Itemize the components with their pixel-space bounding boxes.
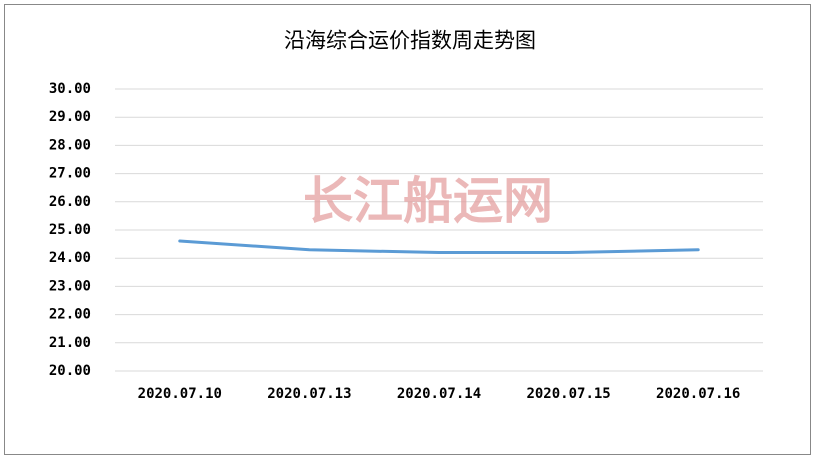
watermark: 长江船运网 [303, 171, 553, 230]
y-tick-label: 26.00 [49, 194, 91, 210]
y-tick-label: 29.00 [49, 109, 91, 125]
y-tick-label: 22.00 [49, 307, 91, 323]
y-tick-label: 24.00 [49, 250, 91, 266]
y-tick-label: 27.00 [49, 166, 91, 182]
data-line [178, 239, 700, 255]
x-tick-label: 2020.07.16 [656, 386, 740, 402]
y-tick-label: 20.00 [49, 363, 91, 379]
x-tick-label: 2020.07.15 [526, 386, 610, 402]
chart-title: 沿海综合运价指数周走势图 [284, 29, 536, 53]
y-tick-label: 28.00 [49, 137, 91, 153]
x-tick-label: 2020.07.14 [397, 386, 481, 402]
x-tick-label: 2020.07.10 [138, 386, 222, 402]
y-tick-label: 30.00 [49, 81, 91, 97]
x-tick-label: 2020.07.13 [267, 386, 351, 402]
y-tick-label: 23.00 [49, 278, 91, 294]
y-tick-label: 21.00 [49, 335, 91, 351]
y-tick-label: 25.00 [49, 222, 91, 238]
